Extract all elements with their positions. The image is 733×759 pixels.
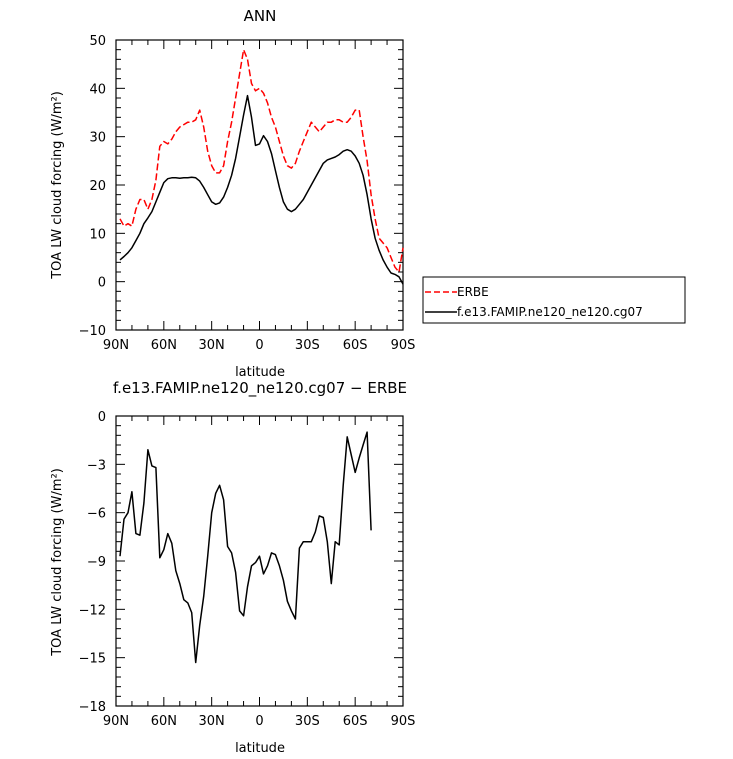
legend-erbe-label: ERBE xyxy=(457,285,489,299)
top-x-tick-label: 30S xyxy=(295,338,320,353)
top-series-erbe-line xyxy=(119,48,404,273)
bottom-x-tick-label: 90N xyxy=(103,714,129,729)
bottom-x-tick-label: 30N xyxy=(199,714,225,729)
bottom-x-tick-label: 90S xyxy=(391,714,416,729)
bottom-panel: f.e13.FAMIP.ne120_ne120.cg07 − ERBE 90N 6… xyxy=(50,379,415,756)
bottom-chart-title: f.e13.FAMIP.ne120_ne120.cg07 − ERBE xyxy=(113,379,407,398)
bottom-plot-area: 90N 60N 30N 0 30S 60S 90S −18 −15 −12 −9 −6 −3 0 xyxy=(79,410,416,729)
bottom-y-tick-label: −6 xyxy=(87,507,106,522)
bottom-y-tick-label: 0 xyxy=(98,410,106,425)
bottom-x-tick-label: 60S xyxy=(343,714,368,729)
top-y-tick-label: −10 xyxy=(79,324,106,339)
top-x-tick-label: 0 xyxy=(255,338,263,353)
bottom-y-tick-label: −3 xyxy=(87,458,106,473)
bottom-y-tick-label: −15 xyxy=(79,652,106,667)
top-plot-area: 90N 60N 30N 0 30S 60S 90S −10 0 10 20 30 40 50 xyxy=(79,34,416,353)
legend: ERBE f.e13.FAMIP.ne120_ne120.cg07 xyxy=(422,276,686,324)
legend-box xyxy=(422,276,686,324)
top-x-tick-label: 60N xyxy=(151,338,177,353)
top-x-tick-label: 60S xyxy=(343,338,368,353)
top-x-tick-label: 30N xyxy=(199,338,225,353)
top-series-f-e13-famip-ne120-ne120-cg07-line xyxy=(119,94,404,285)
legend-model-label: f.e13.FAMIP.ne120_ne120.cg07 xyxy=(457,305,643,319)
top-y-tick-label: 0 xyxy=(98,276,106,291)
top-y-tick-label: 30 xyxy=(89,131,106,146)
bottom-x-tick-label: 0 xyxy=(255,714,263,729)
bottom-x-tick-label: 60N xyxy=(151,714,177,729)
top-y-tick-label: 10 xyxy=(89,227,106,242)
bottom-plot-frame xyxy=(115,415,404,707)
top-chart-title: ANN xyxy=(244,7,277,25)
top-y-tick-label: 50 xyxy=(89,34,106,49)
top-x-tick-label: 90N xyxy=(103,338,129,353)
top-panel: ANN 90N 60N 30N 0 30S 60S 90S −10 0 10 20 30 40 50 la… xyxy=(50,7,415,380)
bottom-x-tick-label: 30S xyxy=(295,714,320,729)
bottom-y-tick-label: −12 xyxy=(79,603,106,618)
bottom-y-tick-label: −18 xyxy=(79,700,106,715)
top-x-tick-label: 90S xyxy=(391,338,416,353)
bottom-series-difference-line xyxy=(119,431,372,664)
top-x-axis-label: latitude xyxy=(235,365,285,380)
bottom-y-tick-label: −9 xyxy=(87,555,106,570)
bottom-x-axis-label: latitude xyxy=(235,741,285,756)
top-y-tick-label: 40 xyxy=(89,82,106,97)
top-y-axis-label: TOA LW cloud forcing (W/m²) xyxy=(50,91,65,280)
bottom-y-axis-label: TOA LW cloud forcing (W/m²) xyxy=(50,468,65,657)
top-y-tick-label: 20 xyxy=(89,179,106,194)
top-plot-frame xyxy=(115,39,404,331)
